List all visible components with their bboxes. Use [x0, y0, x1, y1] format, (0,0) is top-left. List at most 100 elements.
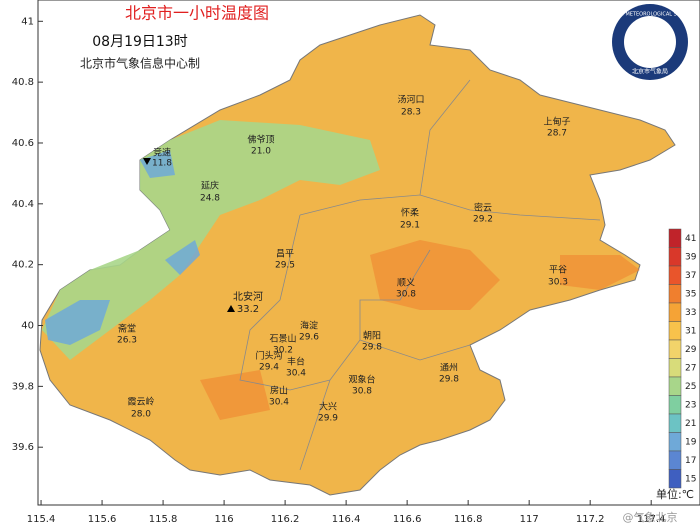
- station-temp: 28.7: [547, 129, 567, 139]
- station-name: 上甸子: [543, 116, 570, 128]
- legend-swatch: [668, 432, 682, 452]
- station-name: 竞速: [153, 147, 171, 159]
- map-subtitle: 08月19日13时: [92, 34, 187, 50]
- station-name: 延庆: [201, 180, 219, 192]
- legend-label: 21: [685, 419, 696, 429]
- legend-swatch: [668, 413, 682, 433]
- station-name: 通州: [440, 363, 458, 374]
- station-name: 密云: [474, 202, 492, 214]
- station-temp: 21.0: [251, 147, 271, 157]
- x-tick-label: 116: [215, 514, 234, 525]
- legend-label: 15: [685, 474, 696, 484]
- legend-swatch: [668, 376, 682, 396]
- axis-ticks: 115.4 115.6 115.8 116 116.2 116.4 116.6 116.8 11…: [12, 16, 666, 525]
- x-tick-label: 117.2: [576, 514, 605, 525]
- station-temp: 24.8: [200, 194, 220, 204]
- legend-unit: 单位:℃: [656, 487, 694, 501]
- station-temp: 30.4: [269, 398, 289, 408]
- x-tick-label: 116.4: [332, 514, 361, 525]
- station-temp: 29.4: [259, 363, 279, 373]
- logo-inner: [624, 16, 676, 68]
- map-source: 北京市气象信息中心制: [80, 56, 200, 71]
- station-name: 佛爷顶: [247, 134, 274, 146]
- station-name: 朝阳: [363, 331, 381, 342]
- station-temp: 29.6: [299, 333, 319, 343]
- legend-swatch: [668, 450, 682, 470]
- station-marker: [143, 158, 151, 165]
- legend-swatch: [668, 339, 682, 359]
- cool-area: [42, 120, 380, 360]
- station-temp: 28.0: [131, 410, 151, 420]
- cold-area: [45, 150, 200, 345]
- y-tick-label: 40.8: [12, 77, 34, 88]
- legend-label: 27: [685, 363, 696, 373]
- y-tick-label: 40.6: [12, 138, 34, 149]
- station-name: 北安河: [233, 290, 263, 303]
- station-temp: 33.2: [237, 304, 259, 315]
- station-temp: 29.1: [400, 221, 420, 231]
- x-tick-label: 116.6: [393, 514, 422, 525]
- y-tick-label: 40: [21, 321, 34, 332]
- legend-label: 37: [685, 271, 696, 281]
- x-tick-label: 116.8: [454, 514, 483, 525]
- station-markers: [143, 158, 235, 312]
- x-tick-label: 116.2: [271, 514, 300, 525]
- station-temp: 30.2: [273, 346, 293, 356]
- station-name: 门头沟: [255, 350, 282, 362]
- legend-swatch: [668, 228, 682, 248]
- legend-label: 29: [685, 345, 697, 355]
- station-name: 霞云岭: [127, 396, 154, 408]
- logo: BEIJING METEOROLOGICAL SERVICE 北京市气象局: [605, 4, 695, 80]
- district-borders: [239, 79, 601, 471]
- legend-swatch: [668, 395, 682, 415]
- y-tick-label: 41: [21, 16, 34, 27]
- x-tick-label: 117: [520, 514, 539, 525]
- legend-label: 39: [685, 252, 697, 262]
- station-temp: 26.3: [117, 336, 137, 346]
- station-marker: [227, 305, 235, 312]
- legend-swatch: [668, 321, 682, 341]
- station-temp: 30.8: [396, 290, 416, 300]
- station-name: 汤河口: [397, 94, 424, 106]
- station-name: 平谷: [549, 265, 567, 276]
- watermark: @气象北京: [623, 510, 678, 524]
- legend-swatch: [668, 469, 682, 489]
- legend-label: 17: [685, 456, 696, 466]
- y-tick-label: 40.4: [12, 199, 34, 210]
- station-name: 房山: [270, 385, 288, 397]
- station-temp: 29.5: [275, 261, 295, 271]
- y-tick-label: 39.8: [12, 381, 34, 392]
- legend-label: 19: [685, 437, 697, 447]
- station-name: 顺义: [397, 278, 415, 289]
- station-temp: 30.3: [548, 278, 568, 288]
- legend-swatch: [668, 358, 682, 378]
- station-temp: 29.9: [318, 414, 338, 424]
- district-border: [239, 79, 601, 471]
- station-temp: 29.2: [473, 215, 493, 225]
- station-name: 怀柔: [401, 207, 419, 219]
- logo-org: 北京市气象局: [632, 68, 668, 76]
- station-temp: 29.8: [439, 375, 459, 385]
- station-temp: 11.8: [152, 159, 172, 169]
- legend-swatch: [668, 265, 682, 285]
- station-name: 丰台: [287, 356, 305, 368]
- legend-label: 41: [685, 234, 696, 244]
- station-temp: 29.8: [362, 343, 382, 353]
- station-temp: 28.3: [401, 108, 421, 118]
- y-tick-label: 40.2: [12, 260, 34, 271]
- x-tick-label: 115.8: [149, 514, 178, 525]
- legend-swatch: [668, 284, 682, 304]
- color-legend: 41 39 37 35 33 31 29 27 25 23 21 19 17 15: [668, 228, 697, 489]
- map-title: 北京市一小时温度图: [125, 4, 269, 23]
- legend-label: 33: [685, 308, 696, 318]
- legend-label: 31: [685, 326, 696, 336]
- station-name: 昌平: [276, 249, 294, 260]
- station-temp: 30.4: [286, 369, 306, 379]
- legend-label: 35: [685, 289, 696, 299]
- station-name: 观象台: [348, 374, 375, 386]
- x-tick-label: 115.4: [27, 514, 56, 525]
- station-name: 斋堂: [118, 323, 136, 335]
- station-name: 海淀: [300, 320, 318, 332]
